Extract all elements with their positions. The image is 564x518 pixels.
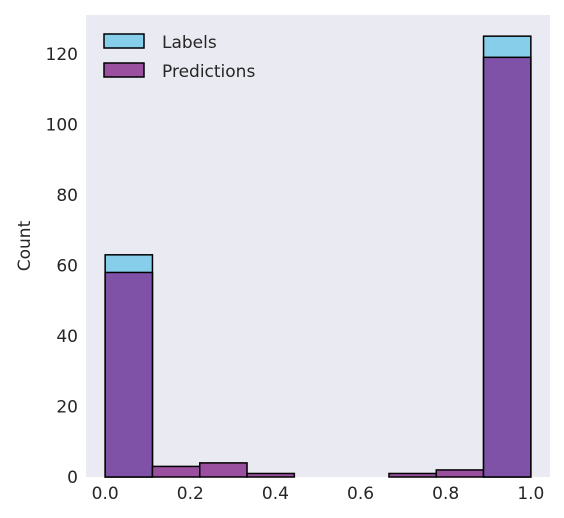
plot-background [86,15,550,477]
legend-label-predictions: Predictions [162,62,255,82]
legend: Labels Predictions [103,33,255,82]
x-tick-label: 0.0 [92,484,119,504]
legend-label-labels: Labels [162,33,217,53]
y-axis-label: Count [15,220,35,271]
bar-predictions-bin-1 [151,465,201,478]
legend-swatch-predictions [103,62,145,78]
y-tick-label: 60 [56,256,78,276]
y-tick-label: 20 [56,397,78,417]
y-tick-label: 80 [56,186,78,206]
bars-layer [104,35,532,478]
x-axis-ticks: 0.0 0.2 0.4 0.6 0.8 1.0 [92,484,545,504]
bar-predictions-bin-7 [435,469,485,478]
x-tick-label: 0.2 [177,484,204,504]
y-axis-ticks: 0 20 40 60 80 100 120 [46,45,78,488]
bar-predictions-bin-3 [246,472,296,478]
y-tick-label: 40 [56,327,78,347]
x-tick-label: 1.0 [517,484,544,504]
legend-swatch-labels [103,33,145,49]
x-tick-label: 0.8 [432,484,459,504]
y-tick-label: 0 [67,468,78,488]
x-tick-label: 0.4 [262,484,289,504]
y-tick-label: 120 [46,45,78,65]
bar-predictions-bin-0 [104,271,154,478]
bar-predictions-bin-2 [198,462,248,478]
bar-predictions-bin-8 [482,56,532,478]
x-tick-label: 0.6 [347,484,374,504]
y-tick-label: 100 [46,115,78,135]
bar-predictions-bin-6 [388,472,438,478]
